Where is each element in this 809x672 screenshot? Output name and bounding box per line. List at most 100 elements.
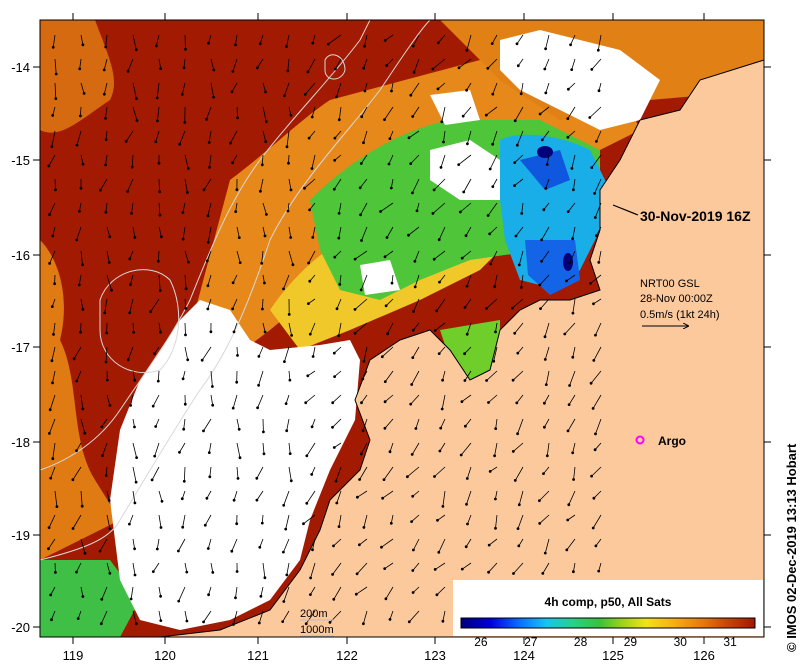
current-vector [386,58,394,66]
current-vector-head [358,186,362,190]
current-vector-head [124,140,128,143]
current-vector [288,466,292,481]
current-vector-head [235,188,239,192]
current-vector [207,226,212,243]
current-vector-head [48,432,51,435]
current-vector-head [494,330,497,334]
current-vector [262,322,266,333]
current-vector [593,490,602,499]
current-vector-head [435,309,439,313]
current-vector-head [567,87,570,91]
current-vector-head [302,522,305,526]
current-vector [288,370,291,381]
current-vector [182,226,186,240]
current-vector [102,442,108,456]
current-vector-head [486,214,490,217]
current-vector [105,34,108,48]
current-vector-head [337,525,341,528]
current-vector [336,82,342,98]
current-vector [256,58,264,69]
current-vector-head [493,454,497,458]
current-vector [256,466,264,479]
current-vector-head [432,188,436,192]
current-vector-head [284,402,288,406]
current-vector-head [177,549,180,553]
current-vector [493,346,498,362]
lon-tick-label: 126 [693,648,715,663]
current-vector-head [592,496,596,500]
current-vector [385,586,394,600]
current-vector-head [200,358,204,362]
current-vector [80,106,82,116]
current-vector [518,250,524,266]
current-vector-head [208,165,211,169]
current-vector-head [202,620,206,624]
current-vector [207,202,212,216]
current-vector-head [571,355,575,359]
current-vector-head [379,210,383,213]
current-vector [460,442,472,456]
current-vector [410,394,420,405]
current-vector [363,130,368,143]
current-vector-head [100,597,104,601]
current-vector [488,394,498,403]
current-vector [594,442,602,450]
current-vector [591,58,602,70]
current-vector-head [159,67,163,70]
current-vector [105,154,108,165]
current-vector-head [411,44,415,48]
current-vector-head [407,233,410,237]
current-vector [440,154,446,168]
lat-tick-label: -15 [11,153,30,168]
current-vector-head [184,287,188,291]
current-vector [184,562,188,573]
current-vector-head [50,359,54,363]
current-vector-head [359,288,363,292]
current-vector-head [334,67,337,71]
current-vector-head [566,429,570,433]
current-vector-head [154,44,158,48]
current-vector-head [590,68,594,71]
current-vector [312,226,316,238]
colorbar-ticks: 26 27 28 29 30 31 [474,635,737,649]
current-vector [464,346,472,354]
current-vector [436,298,446,312]
current-vector [72,514,82,529]
current-vector-head [354,592,358,596]
current-vector [230,130,238,144]
current-vector-head [386,332,390,336]
sst-patch-sw-green [40,560,140,637]
current-vector-head [406,475,409,479]
current-vector [517,514,524,529]
current-vector-head [306,374,310,378]
current-vector [521,202,524,214]
current-vector [360,442,368,455]
current-vector-head [310,115,314,119]
current-vector-head [571,311,575,315]
current-vector [495,514,498,529]
current-vector-head [520,212,524,215]
current-vector-head [234,210,238,214]
current-vector-head [331,425,334,429]
current-vector-head [438,280,441,284]
current-vector-head [459,453,463,457]
current-vector-head [433,568,437,571]
current-vector [207,274,212,286]
current-vector [76,562,82,573]
current-vector-head [514,234,518,238]
current-vector [486,106,498,116]
current-vector [487,58,498,69]
current-vector [288,106,292,116]
isobath-label-1000m: 1000m [300,624,334,636]
current-vector [80,250,83,265]
current-vector-head [595,140,598,143]
current-vector [305,394,316,404]
current-vector-head [597,89,601,93]
current-vector-head [383,567,387,570]
current-vector-head [362,141,365,145]
current-vector-head [465,477,469,480]
current-vector [518,490,524,505]
current-vector [361,226,368,241]
current-vector [362,418,368,431]
current-vector-head [544,187,548,190]
